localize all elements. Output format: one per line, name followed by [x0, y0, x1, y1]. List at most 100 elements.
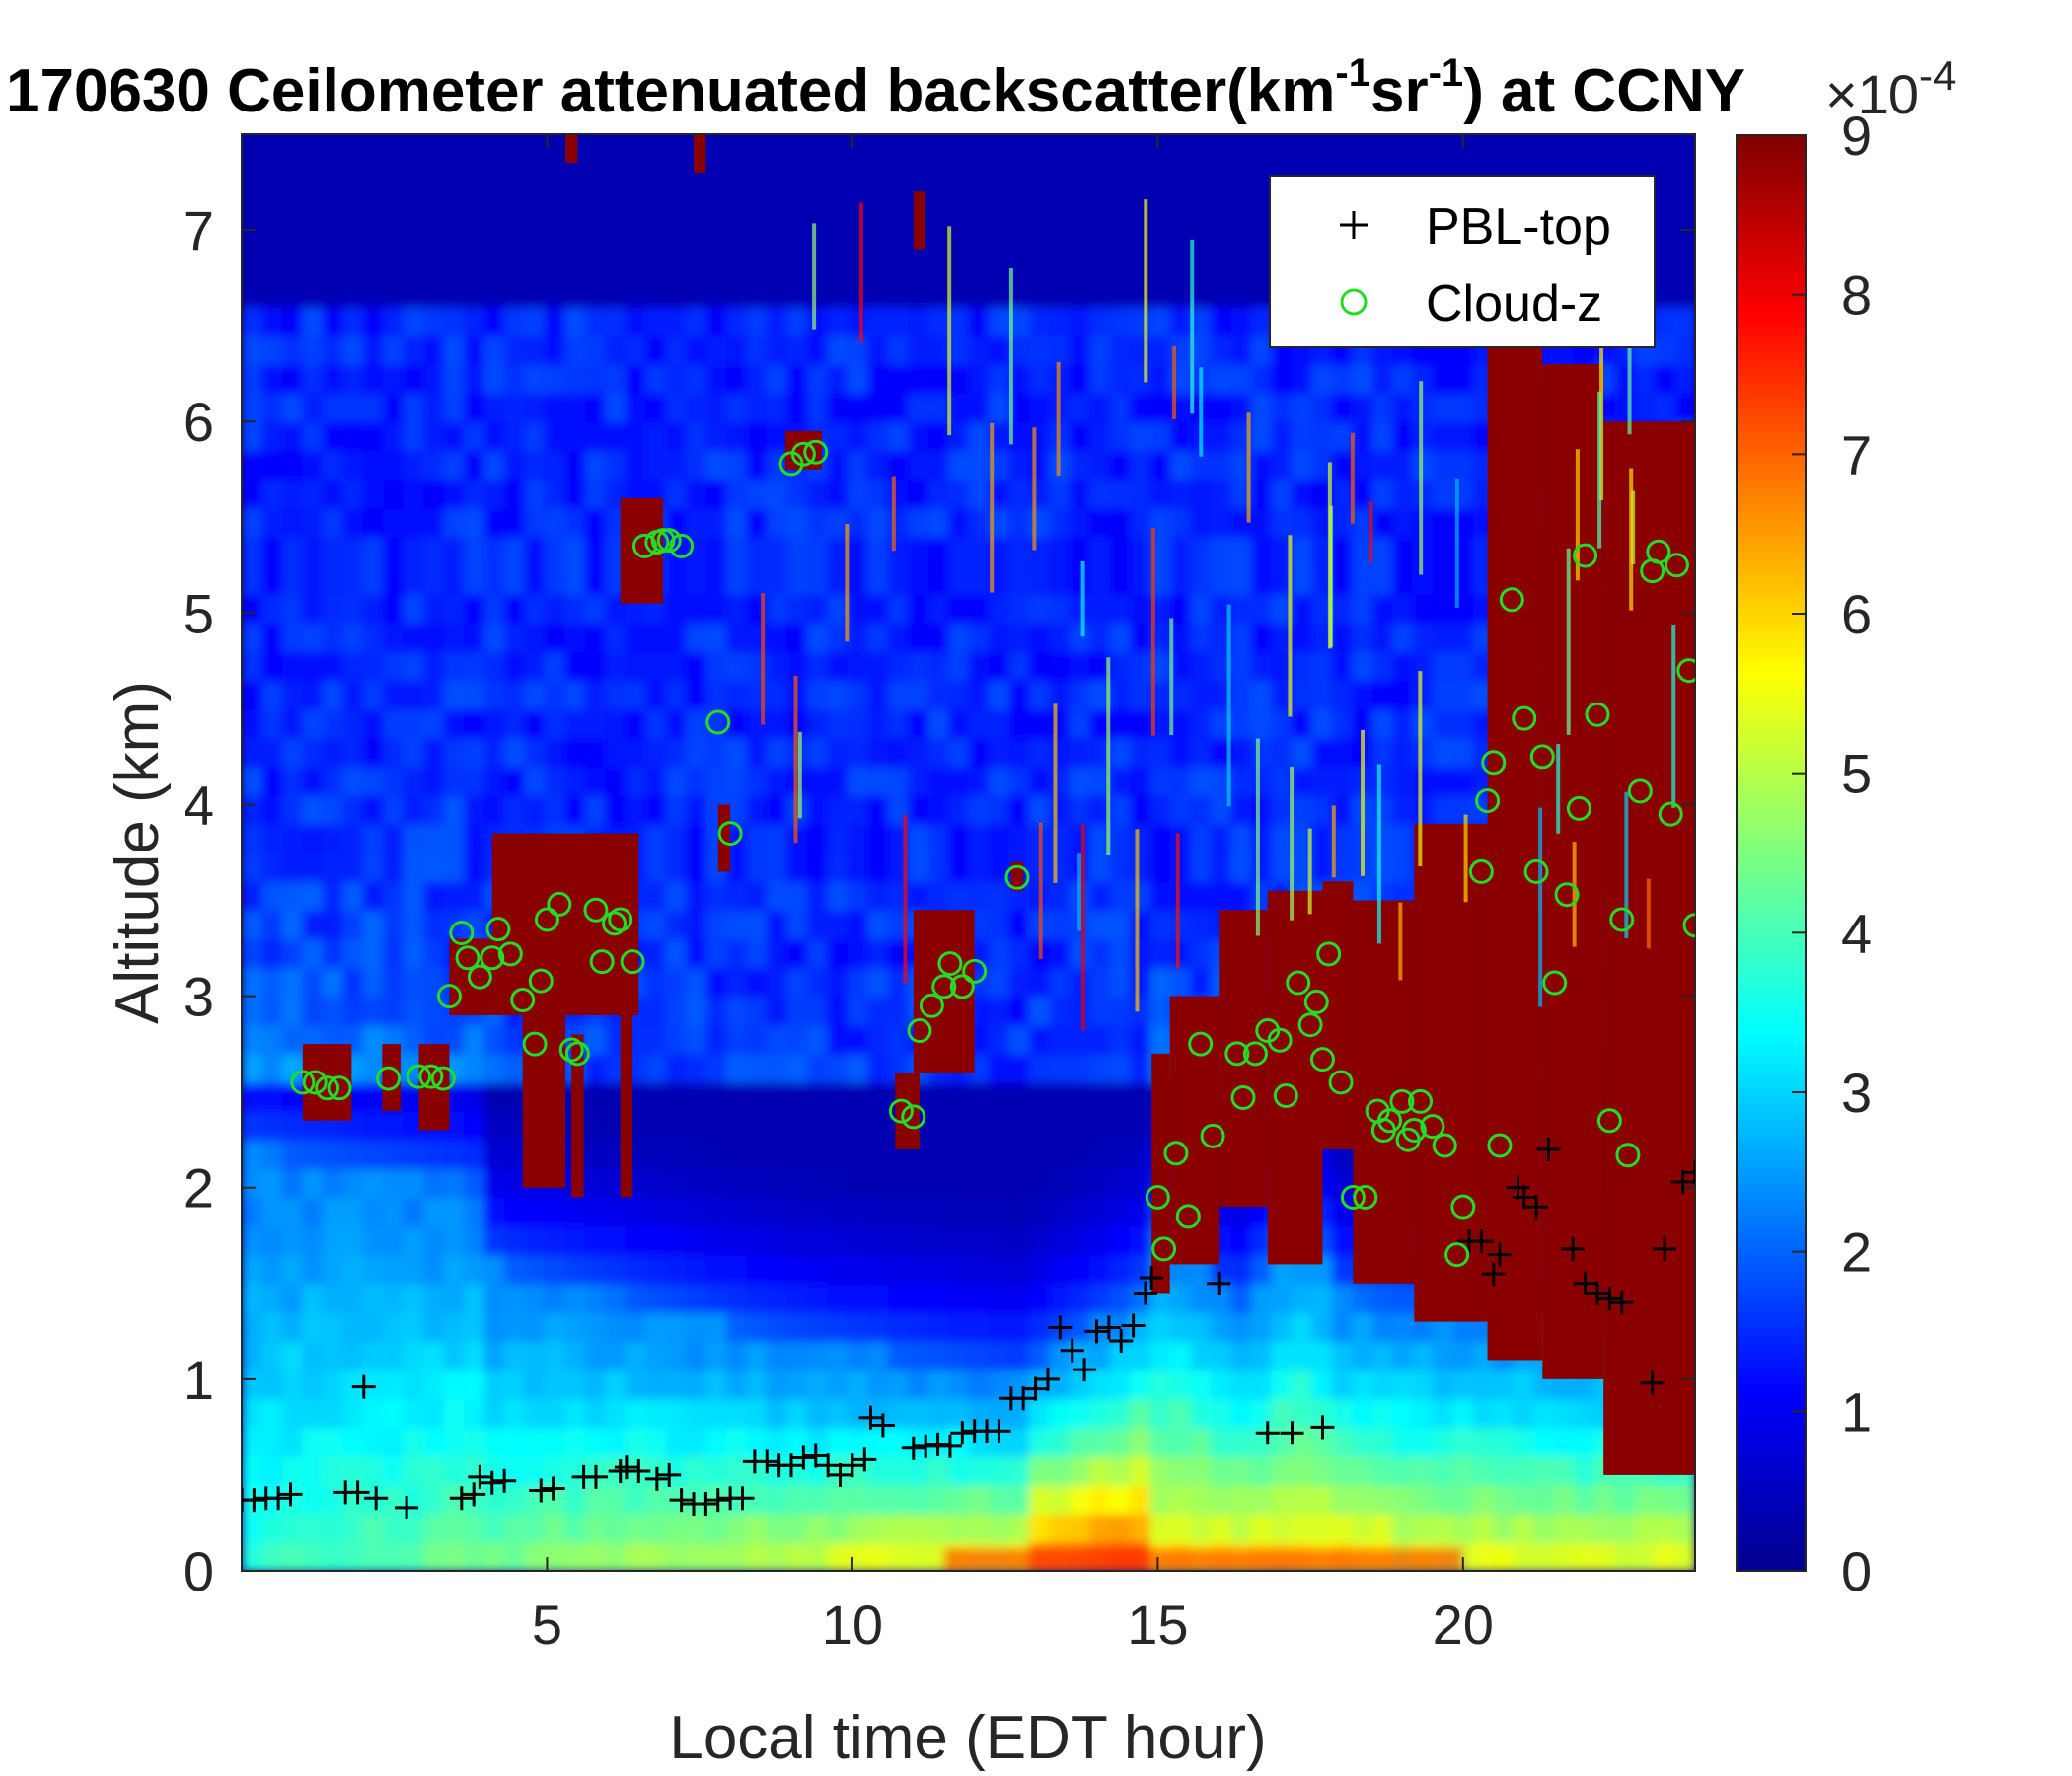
pbl-top-marker	[266, 1486, 291, 1511]
cloud-z-marker	[1353, 1184, 1378, 1210]
cloud-z-marker	[620, 949, 645, 975]
cloud-z-marker	[1596, 1108, 1622, 1134]
cloud-z-marker	[1420, 1114, 1445, 1140]
y-tick-label: 5	[184, 582, 214, 644]
cloud-z-marker	[1585, 702, 1610, 727]
legend-pbl-label: PBL-top	[1426, 198, 1611, 256]
cloud-streak	[1151, 1053, 1170, 1294]
y-tick-label: 2	[184, 1157, 214, 1220]
cloud-z-marker	[1542, 970, 1568, 996]
pbl-top-marker	[730, 1486, 755, 1511]
pbl-top-marker	[1073, 1358, 1097, 1382]
cloud-z-marker	[907, 1018, 932, 1044]
pbl-top-marker	[914, 1434, 938, 1458]
pbl-top-marker	[987, 1419, 1011, 1443]
pbl-top-marker	[1096, 1315, 1121, 1340]
pbl-top-marker	[925, 1432, 950, 1456]
pbl-top-marker	[1609, 1291, 1634, 1315]
pbl-top-marker	[1481, 1262, 1506, 1287]
cloud-z-marker	[564, 1041, 590, 1067]
pbl-top-marker	[1109, 1329, 1134, 1354]
pbl-top-marker	[462, 1482, 486, 1507]
colorbar-multiplier: ×10-4	[1825, 52, 1956, 125]
cloud-z-marker	[1200, 1123, 1225, 1148]
cloud-streak	[1267, 890, 1323, 1265]
cloud-z-marker	[497, 941, 523, 967]
pbl-top-marker	[1084, 1319, 1109, 1344]
chart-title: 170630 Ceilometer attenuated backscatter…	[6, 51, 1745, 125]
pbl-top-marker	[1060, 1338, 1084, 1363]
cloud-z-marker	[803, 439, 829, 465]
pbl-top-marker	[901, 1436, 925, 1460]
cloud-z-marker	[315, 1075, 340, 1101]
cloud-z-marker	[449, 921, 475, 946]
cloud-z-marker	[290, 1070, 316, 1095]
pbl-top-marker	[1597, 1287, 1622, 1311]
cloud-z-marker	[327, 1075, 352, 1101]
cloud-z-marker	[1151, 1236, 1177, 1262]
cloud-z-marker	[1004, 864, 1030, 890]
pbl-top-marker	[1140, 1265, 1164, 1290]
x-tick-label: 15	[1127, 1593, 1188, 1656]
cloud-z-marker	[589, 949, 615, 975]
cloud-z-marker	[418, 1064, 444, 1089]
cloud-z-marker	[1487, 1133, 1513, 1158]
cloud-z-marker	[1450, 1194, 1476, 1220]
pbl-top-marker	[468, 1464, 492, 1489]
y-tick-label: 1	[184, 1349, 214, 1411]
colorbar-tick-label: 0	[1841, 1540, 1872, 1602]
cloud-z-marker	[919, 993, 944, 1018]
colorbar-tick-label: 7	[1841, 423, 1872, 485]
cloud-z-marker	[1646, 539, 1671, 564]
cloud-z-marker	[1328, 1070, 1354, 1095]
pbl-top-marker	[1011, 1386, 1036, 1411]
pbl-top-marker	[492, 1468, 517, 1493]
cloud-streak	[1414, 823, 1488, 1322]
cloud-z-marker	[1163, 1141, 1189, 1166]
pbl-top-marker	[870, 1413, 895, 1438]
y-axis-label: Altitude (km)	[104, 681, 172, 1024]
y-tick-label: 4	[184, 774, 214, 836]
pbl-top-marker	[1133, 1281, 1157, 1305]
cloud-z-marker	[1273, 1083, 1298, 1109]
pbl-top-marker	[1487, 1242, 1512, 1267]
pbl-top-marker	[627, 1459, 651, 1484]
pbl-top-marker	[1469, 1229, 1494, 1254]
cloud-z-marker	[1523, 858, 1549, 884]
cloud-z-marker	[1340, 1184, 1366, 1210]
cloud-z-marker	[937, 951, 963, 977]
cloud-z-marker	[1432, 1133, 1457, 1158]
colorbar-tick-label: 9	[1841, 105, 1872, 167]
x-tick-label: 5	[532, 1593, 562, 1656]
colorbar-tick-label: 2	[1841, 1221, 1872, 1284]
y-tick-label: 7	[184, 199, 214, 261]
colorbar-frame	[1736, 134, 1807, 1572]
pbl-top-marker	[1653, 1236, 1677, 1261]
pbl-top-marker	[583, 1464, 608, 1489]
cloud-z-marker	[480, 945, 505, 971]
cloud-z-marker	[1627, 778, 1653, 804]
pbl-top-marker	[449, 1486, 474, 1511]
pbl-top-marker	[1310, 1415, 1335, 1440]
pbl-top-marker	[1207, 1271, 1231, 1295]
cloud-z-marker	[510, 987, 536, 1012]
y-tick-label: 0	[184, 1540, 214, 1602]
cloud-z-marker	[1512, 705, 1537, 731]
pbl-top-marker	[1023, 1376, 1048, 1401]
pbl-top-marker	[950, 1421, 975, 1445]
cloud-z-marker	[376, 1066, 402, 1091]
pbl-top-marker	[1585, 1281, 1609, 1305]
cloud-z-marker	[1316, 941, 1342, 967]
cloud-z-marker	[717, 821, 743, 847]
cloud-z-marker	[790, 441, 816, 467]
pbl-top-marker	[791, 1445, 816, 1470]
cloud-z-marker	[949, 974, 975, 999]
pbl-top-marker	[278, 1482, 303, 1507]
pbl-top-marker	[364, 1486, 389, 1511]
pbl-top-marker	[705, 1488, 730, 1513]
pbl-top-marker	[1512, 1185, 1536, 1210]
plot-frame	[241, 133, 1696, 1572]
cloud-z-marker	[1554, 882, 1580, 908]
pbl-top-marker	[644, 1466, 669, 1491]
x-tick-label: 10	[822, 1593, 883, 1656]
